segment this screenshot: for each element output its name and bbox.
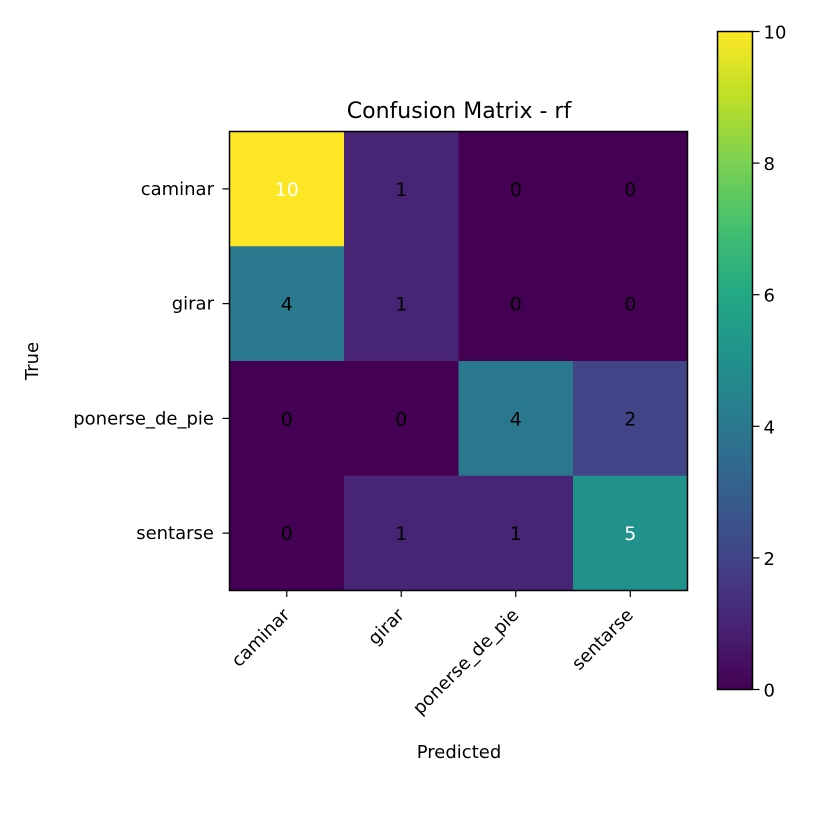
cell-value-label: 5 <box>624 523 636 545</box>
cell-value-label: 0 <box>281 408 293 430</box>
heatmap-cell <box>573 361 688 477</box>
colorbar-tick-label: 8 <box>764 154 775 175</box>
cell-value-label: 0 <box>510 179 522 201</box>
cell-value-label: 0 <box>395 408 407 430</box>
colorbar-tick-label: 10 <box>764 23 787 44</box>
y-tick-label: caminar <box>141 179 215 200</box>
y-tick-label: girar <box>172 294 215 315</box>
heatmap-cell <box>458 475 574 591</box>
cell-value-labels: 10 1 0 04 1 0 00 0 4 20 1 1 5 <box>275 179 637 545</box>
cell-value-label: 1 <box>395 523 407 545</box>
heatmap-cell <box>458 246 574 362</box>
cell-value-label: 1 <box>395 294 407 316</box>
cell-value-label: 2 <box>624 408 636 430</box>
y-axis-label: True <box>22 342 43 381</box>
cell-value-label: 1 <box>510 523 522 545</box>
heatmap-cell <box>344 131 459 247</box>
cell-value-label: 0 <box>510 294 522 316</box>
heatmap-cell <box>458 361 574 477</box>
y-tick-label: ponerse_de_pie <box>73 408 214 429</box>
heatmap-cell <box>344 246 459 362</box>
cell-value-label: 0 <box>624 294 636 316</box>
heatmap-cell <box>229 246 345 362</box>
colorbar-ticks: 0 2 4 6 8 10 <box>752 23 787 702</box>
cell-value-label: 0 <box>624 179 636 201</box>
cell-value-label: 1 <box>395 179 407 201</box>
cell-value-label: 4 <box>281 294 293 316</box>
heatmap-cell <box>573 131 688 247</box>
colorbar-tick-label: 4 <box>764 417 775 438</box>
chart-title: Confusion Matrix - rf <box>347 99 573 124</box>
cell-value-label: 10 <box>275 179 299 201</box>
cell-value-label: 4 <box>510 408 522 430</box>
y-axis-ticks: caminar girar ponerse_de_pie sentarse <box>73 179 230 544</box>
plot-frame <box>228 130 689 592</box>
heatmap-cell <box>573 475 688 591</box>
colorbar <box>716 30 754 691</box>
heatmap-cell <box>229 475 345 591</box>
colorbar-tick-label: 0 <box>764 681 775 702</box>
heatmap-cells <box>229 131 688 591</box>
heatmap-cell <box>344 361 459 477</box>
heatmap-cell <box>458 131 574 247</box>
y-tick-label: sentarse <box>136 523 214 544</box>
heatmap-cell <box>573 246 688 362</box>
x-axis-label: Predicted <box>417 742 502 763</box>
heatmap-cell <box>344 475 459 591</box>
cell-value-label: 0 <box>281 523 293 545</box>
colorbar-tick-label: 2 <box>764 549 775 570</box>
heatmap-cell <box>229 361 345 477</box>
heatmap-cell <box>229 131 345 247</box>
colorbar-tick-label: 6 <box>764 286 775 307</box>
